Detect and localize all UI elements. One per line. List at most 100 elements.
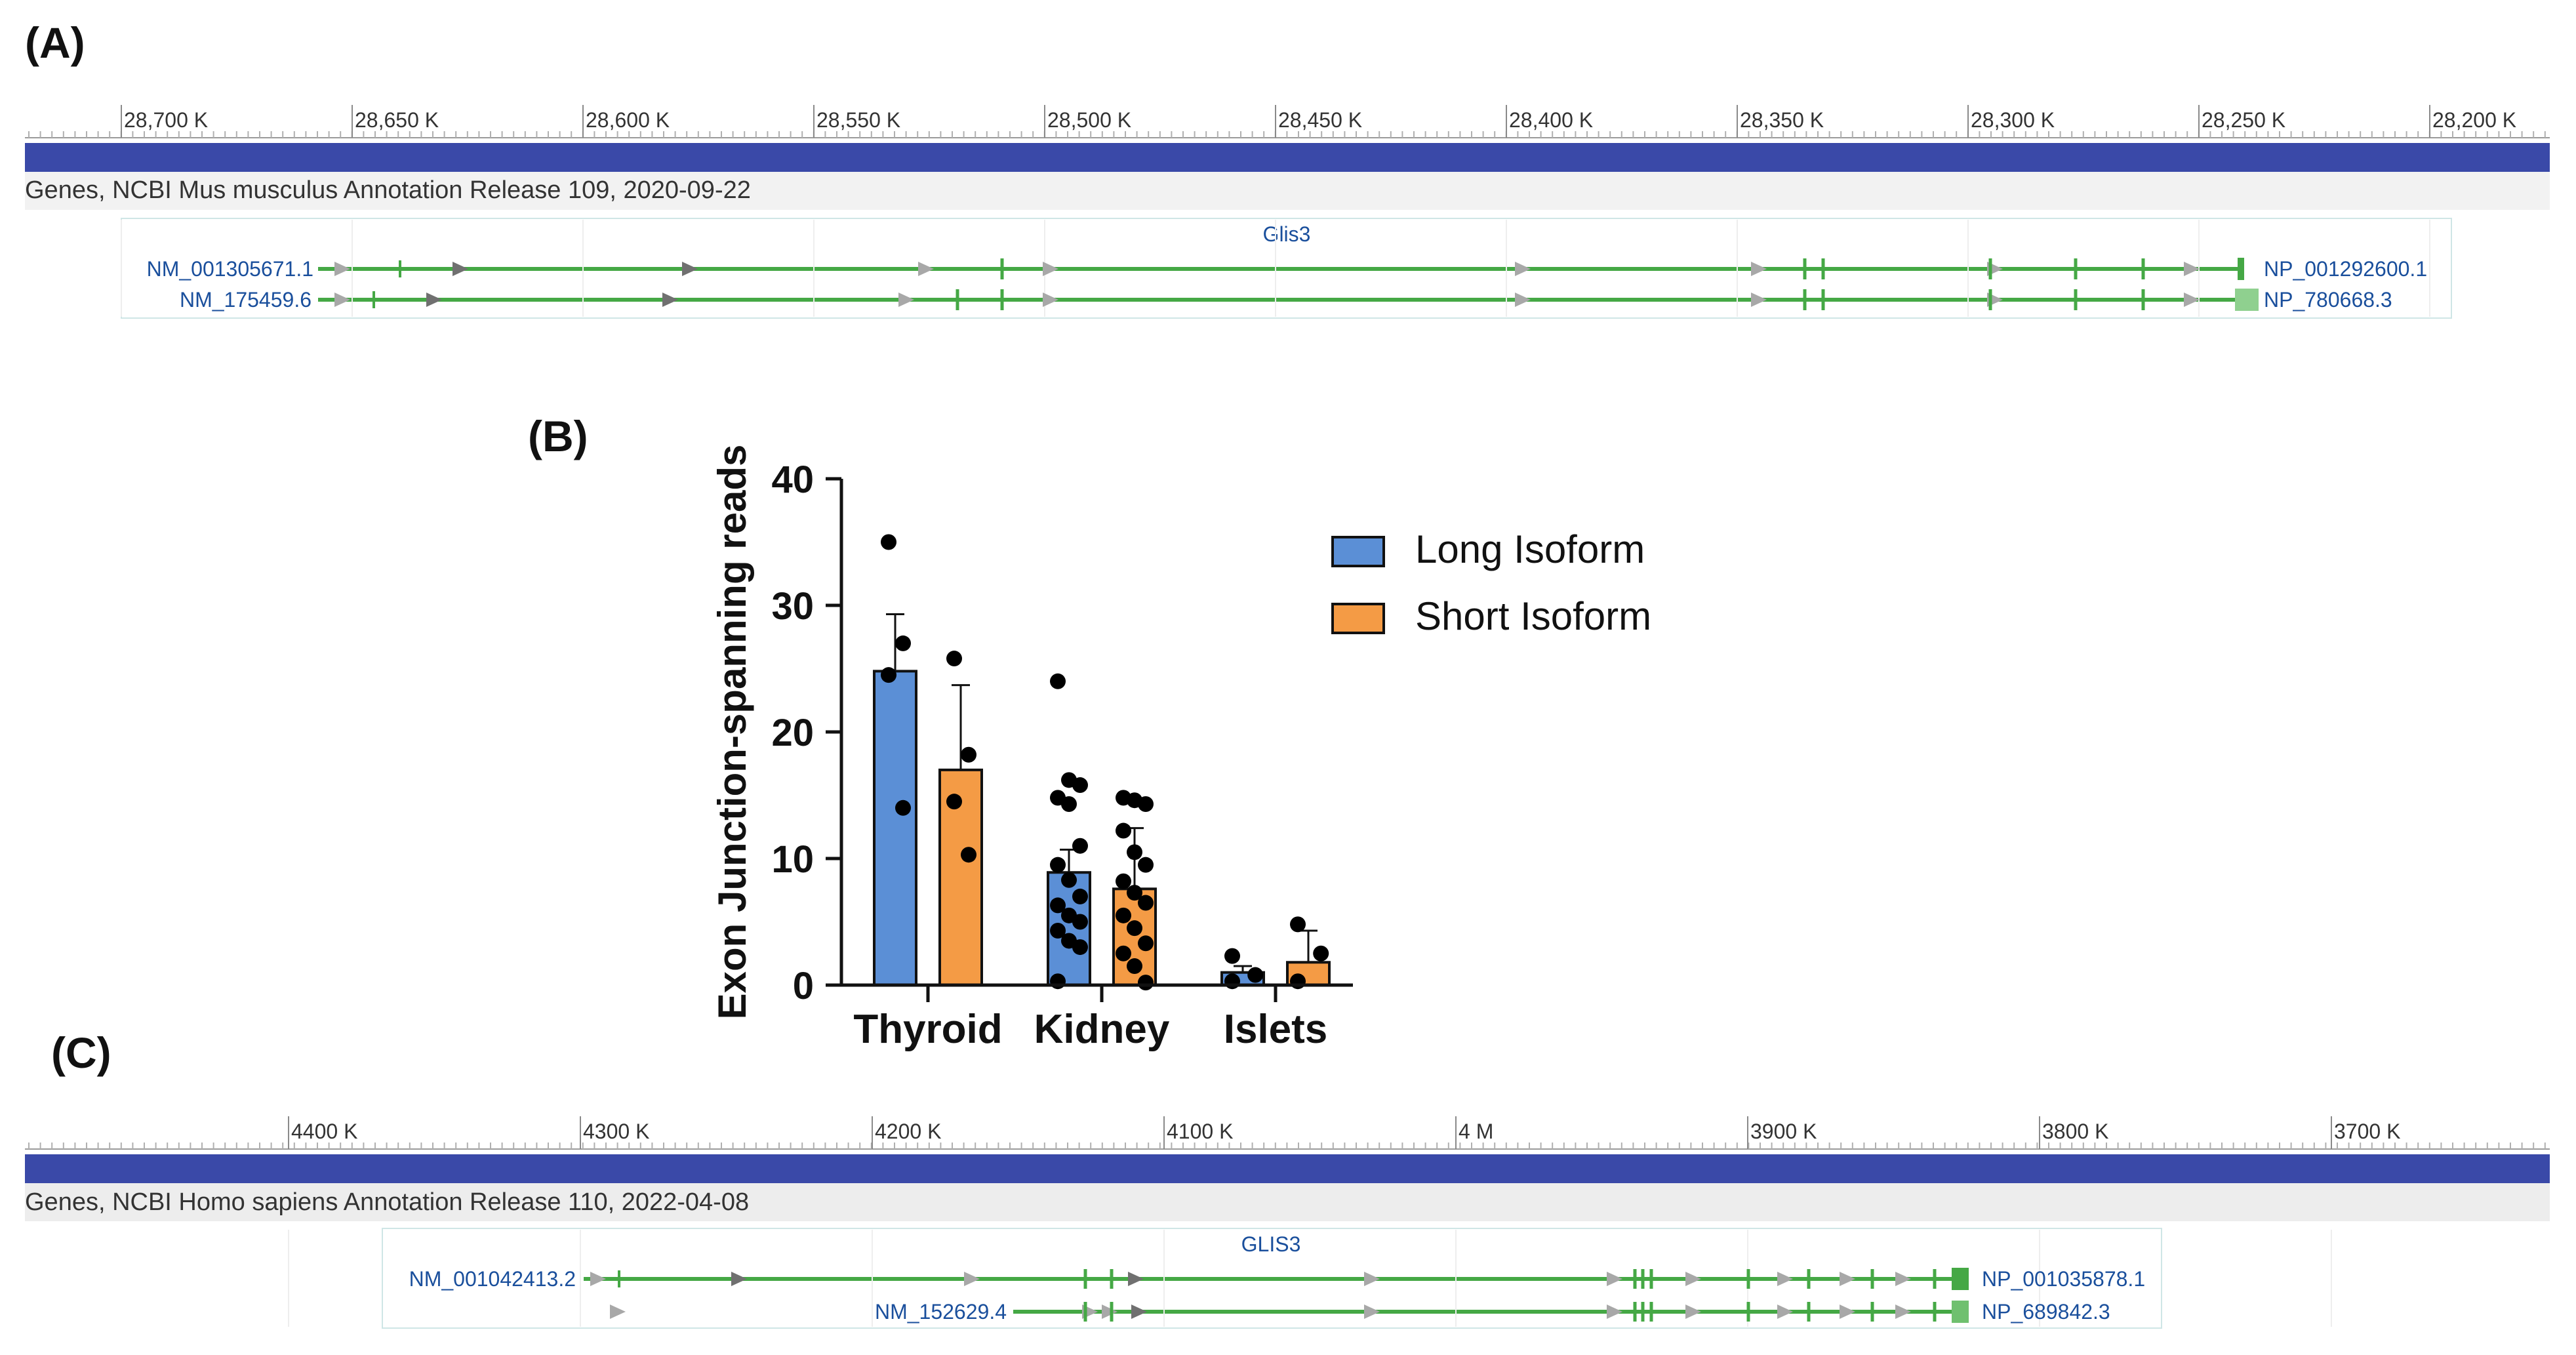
strand-arrow [682,262,698,276]
protein-name-a2[interactable]: NP_780668.3 [2264,288,2392,312]
x-tick-label-thyroid: Thyroid [853,1007,1002,1052]
data-point [1050,897,1066,914]
exon [372,291,375,308]
legend-label-short: Short Isoform [1415,594,1651,638]
track-label-bg-a [25,172,2550,210]
data-point [881,534,896,550]
exon [1083,1269,1087,1289]
transcript-name-a2[interactable]: NM_175459.6 [180,288,312,312]
exon [2074,289,2078,310]
strand-arrow [1751,293,1767,307]
exon [1803,258,1807,279]
panel-c-label: (C) [51,1028,111,1077]
exon [2074,258,2078,279]
gene-name-c[interactable]: GLIS3 [1241,1232,1301,1256]
strand-arrow [1043,293,1058,307]
strand-arrow [1840,1272,1855,1286]
x-tick-label-islets: Islets [1224,1007,1328,1052]
y-tick-label: 20 [771,712,814,754]
ruler-a-tick-label: 28,700 K [124,108,208,132]
ruler-a-tick-label: 28,200 K [2432,108,2516,132]
strand-arrow [2184,293,2200,307]
y-tick-label: 10 [771,838,814,881]
strand-arrow [1607,1304,1622,1319]
ruler-a-tick-label: 28,550 K [816,108,900,132]
ruler-c-tick-label: 4200 K [875,1120,941,1143]
strand-arrow [426,293,442,307]
data-point [1224,973,1240,990]
data-point [1050,673,1066,689]
panel-c-genome-track: (C) 4400 K 4300 K 4200 K 4100 K 4 M 3900 K 380… [25,1028,2550,1329]
exon [1870,1269,1874,1289]
exon [1649,1302,1653,1322]
data-point [1072,939,1088,956]
strand-arrow [964,1272,980,1286]
gene-box-c [382,1228,2162,1329]
panel-b-bar-chart: (B) Exon Junction-spanning reads 0 10 20 30… [528,412,1651,1052]
ruler-c-tick-label: 3700 K [2334,1120,2400,1143]
data-point [1138,857,1154,873]
exon [1649,1269,1653,1289]
utr-block [2235,289,2259,311]
ruler-c-tick-label: 4100 K [1167,1120,1233,1143]
data-point [1127,920,1142,937]
track-bar-c [25,1154,2550,1183]
data-point [1290,916,1306,933]
ruler-a-tick-label: 28,600 K [586,108,670,132]
y-tick-label: 30 [771,585,814,628]
data-point [1116,945,1131,961]
data-point [1072,914,1088,930]
y-tick-label: 40 [771,458,814,501]
strand-arrow [590,1272,606,1286]
exon [1870,1302,1874,1322]
ruler-c-tick-label: 3900 K [1750,1120,1817,1143]
strand-arrow [731,1272,747,1286]
exon [2141,289,2145,310]
data-point [1138,796,1154,813]
strand-arrow [1840,1304,1855,1319]
strand-arrow [1515,293,1531,307]
strand-arrow [1685,1304,1701,1319]
exon [1633,1269,1637,1289]
exon [1821,258,1825,279]
utr-block [1952,1301,1969,1323]
strand-arrow [1515,262,1531,276]
legend-swatch-long [1331,536,1385,567]
exon [2141,258,2145,279]
exon [1746,1269,1750,1289]
protein-name-a1[interactable]: NP_001292600.1 [2264,257,2427,281]
ruler-a-tick-label: 28,400 K [1509,108,1593,132]
transcript-name-c1[interactable]: NM_001042413.2 [409,1267,576,1291]
ruler-a-tick-label: 28,350 K [1740,108,1824,132]
ruler-c: 4400 K 4300 K 4200 K 4100 K 4 M 3900 K 3800 K 3… [25,1116,2550,1150]
exon [956,289,959,310]
strand-arrow [1364,1272,1380,1286]
track-label-bg-c [25,1183,2550,1221]
ruler-a-tick-label: 28,500 K [1047,108,1131,132]
data-point [881,667,896,683]
gene-name-a[interactable]: Glis3 [1263,222,1311,246]
panel-b-label: (B) [528,412,588,460]
transcript-name-c2[interactable]: NM_152629.4 [875,1300,1007,1324]
utr-block [1952,1268,1969,1290]
protein-name-c1[interactable]: NP_001035878.1 [1982,1267,2145,1291]
data-point [1127,958,1142,975]
strand-arrow [662,293,678,307]
strand-arrow [334,293,350,307]
data-point [1290,973,1306,990]
strand-arrow [1777,1304,1793,1319]
ruler-a-tick-label: 28,450 K [1278,108,1362,132]
strand-arrow [1895,1272,1911,1286]
protein-name-c2[interactable]: NP_689842.3 [1982,1300,2110,1324]
data-point [1061,796,1077,813]
ruler-c-tick-label: 4 M [1459,1120,1493,1143]
exon [1807,1269,1811,1289]
exon [1000,289,1004,310]
y-axis-title: Exon Junction-spanning reads [710,445,754,1020]
data-point [1116,822,1131,839]
transcript-name-a1[interactable]: NM_001305671.1 [147,257,313,281]
ruler-a-tick-label: 28,250 K [2202,108,2285,132]
data-point [1116,907,1131,923]
ruler-a-tick-label: 28,300 K [1971,108,2055,132]
